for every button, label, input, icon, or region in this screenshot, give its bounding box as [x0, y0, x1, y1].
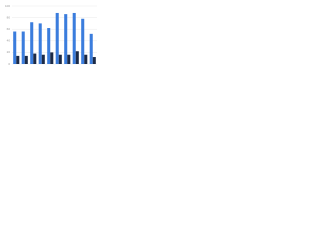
bar — [67, 54, 71, 64]
bar — [47, 28, 51, 64]
bar — [33, 53, 37, 64]
bar — [21, 31, 25, 64]
bar — [92, 57, 96, 64]
bar — [72, 12, 76, 65]
bar — [16, 55, 20, 64]
y-tick-label: 20 — [7, 50, 11, 54]
bar — [50, 52, 54, 64]
bar — [38, 23, 42, 64]
bar — [75, 51, 79, 64]
bar — [64, 14, 68, 65]
bar — [41, 54, 45, 64]
y-tick-label: 0 — [8, 62, 10, 66]
bar — [81, 18, 85, 64]
bar — [84, 54, 88, 64]
y-tick-label: 40 — [7, 39, 11, 43]
bar — [13, 31, 17, 64]
bar — [58, 54, 62, 64]
bar — [89, 33, 93, 64]
bar — [24, 55, 28, 64]
y-tick-label: 100 — [5, 4, 10, 8]
y-tick-label: 60 — [7, 27, 11, 31]
bar — [55, 12, 59, 65]
y-tick-label: 80 — [7, 15, 11, 19]
chart: 0 20 40 60 80 100 — [5, 4, 97, 66]
bar — [30, 22, 34, 65]
